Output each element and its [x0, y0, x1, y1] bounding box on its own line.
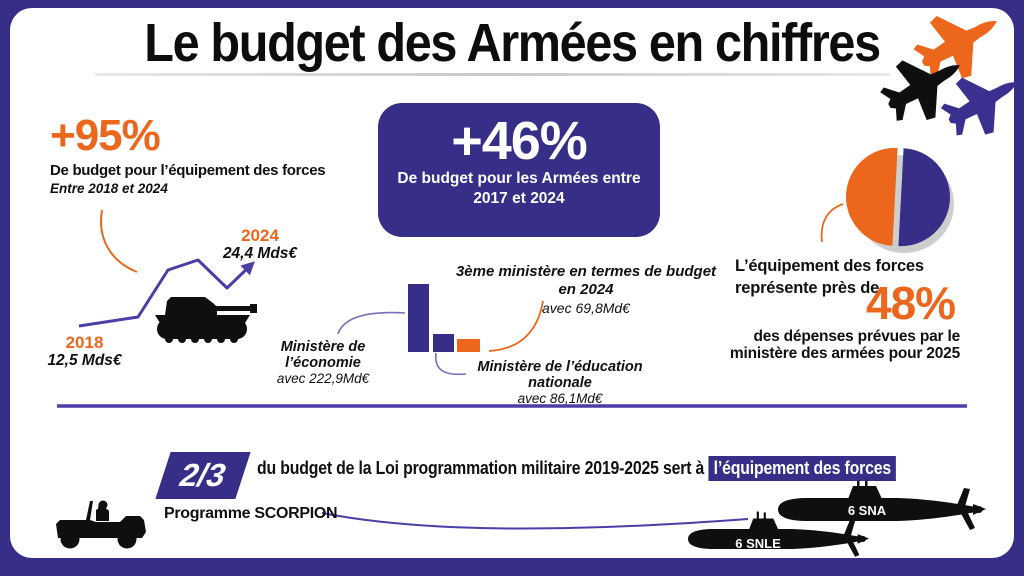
program-scorpion-label: Programme SCORPION	[164, 505, 338, 522]
economy-label: Ministère de l’économie avec 222,9Md€	[243, 339, 403, 386]
chart-2024-label: 2024 24,4 Mds€	[210, 227, 310, 263]
lpm-sentence-block: du budget de la Loi programmation milita…	[257, 456, 897, 481]
chart-2018-year: 2018	[65, 333, 104, 352]
armies-amount: avec 69,8Md€	[542, 300, 630, 316]
plus46-label-line2: 2017 et 2024	[473, 190, 565, 207]
lpm-sentence: du budget de la Loi programmation milita…	[257, 458, 709, 478]
equipment-share-outro-2: ministère des armées pour 2025	[729, 345, 960, 362]
equipment-share-intro: L’équipement des forces représente près …	[735, 255, 924, 299]
page-title: Le budget des Armées en chiffres	[144, 13, 881, 73]
equipment-share-outro: des dépenses prévues par le ministère de…	[718, 328, 960, 362]
equipment-share-intro-1: L’équipement des forces	[735, 257, 924, 275]
lpm-highlight: l’équipement des forces	[708, 456, 897, 481]
budget-growth-box: +46% De budget pour les Armées entre 201…	[378, 103, 660, 237]
armies-rank-suffix: en termes de budget	[565, 263, 717, 280]
education-label: Ministère de l’éducation nationale avec …	[450, 359, 670, 406]
chart-2024-value: 24,4 Mds€	[222, 245, 298, 262]
armies-year: en 2024	[558, 281, 614, 298]
plus95-period: Entre 2018 et 2024	[50, 181, 168, 196]
fraction-box: 2/3	[155, 452, 251, 499]
economy-label-amount: avec 222,9Md€	[276, 371, 370, 386]
education-label-amount: avec 86,1Md€	[517, 391, 603, 406]
sna-label: 6 SNA	[847, 503, 887, 518]
plus46-label-line1: De budget pour les Armées entre	[397, 170, 641, 187]
equipment-share-value: 48%	[866, 277, 956, 329]
snle-label: 6 SNLE	[735, 536, 781, 551]
plus95-value: +95%	[50, 111, 161, 160]
title-underline	[95, 73, 890, 76]
equipment-growth-block: +95% De budget pour l’équipement des for…	[50, 111, 326, 197]
equipment-share-intro-2: représente près de	[735, 279, 880, 297]
armies-rank: 3ème ministère	[455, 263, 566, 280]
chart-2024-year: 2024	[241, 226, 279, 245]
armies-label: 3ème ministère en termes de budget en 20…	[452, 263, 720, 317]
education-label-name: Ministère de l’éducation nationale	[477, 359, 643, 391]
plus46-value: +46%	[451, 111, 588, 171]
chart-2018-value: 12,5 Mds€	[47, 352, 122, 369]
equipment-share-outro-1: des dépenses prévues par le	[753, 328, 960, 345]
fraction-value: 2/3	[175, 457, 232, 493]
plus95-label: De budget pour l’équipement des forces	[50, 162, 326, 179]
economy-label-name: Ministère de l’économie	[280, 339, 366, 371]
chart-2018-label: 2018 12,5 Mds€	[32, 334, 137, 370]
